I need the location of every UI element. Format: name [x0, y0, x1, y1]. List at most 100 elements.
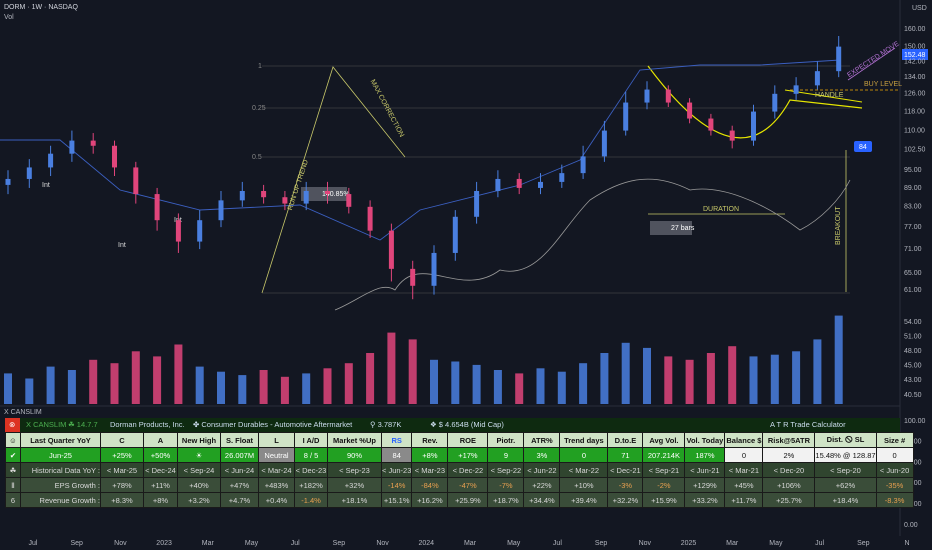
volume-bar — [728, 346, 737, 404]
table-cell: < Dec-22 — [447, 462, 489, 478]
header-cell: New High — [177, 432, 221, 448]
time-tick-label: Nov — [639, 540, 652, 547]
table-cell: < Jun-21 — [684, 462, 726, 478]
annotation: 0.5 — [252, 154, 262, 161]
header-cell: S. Float — [220, 432, 259, 448]
table-cell: +483% — [258, 477, 295, 493]
currency: USD — [912, 5, 927, 12]
table-cell: +16.2% — [411, 492, 449, 508]
table-cell: +10% — [559, 477, 609, 493]
table-cell: 8 / 5 — [294, 447, 328, 463]
table-cell: < Jun-22 — [523, 462, 561, 478]
title-item: X CANSLIM — [26, 420, 66, 429]
osc-tick-label: 100.00 — [904, 418, 926, 425]
candle-body — [5, 178, 11, 185]
header-cell: L — [258, 432, 295, 448]
table-cell: < Mar-24 — [258, 462, 295, 478]
table-cell: +34.4% — [523, 492, 561, 508]
volume-bar — [600, 353, 609, 404]
title-item: ⚲ 3.787K — [370, 420, 401, 429]
table-cell: +50% — [143, 447, 178, 463]
volume-bar — [174, 344, 183, 404]
header-cell: Vol. Today — [684, 432, 726, 448]
candle-body — [154, 194, 160, 221]
table-cell: 207.214K — [642, 447, 686, 463]
table-cell: -2% — [642, 477, 686, 493]
table-cell: +8.3% — [100, 492, 144, 508]
volume-bar — [217, 371, 225, 404]
volume-bar — [430, 359, 438, 404]
price-tick-label: 126.00 — [904, 91, 926, 98]
table-cell: +15.9% — [642, 492, 686, 508]
volume-tick-label: 48.00 — [904, 348, 922, 355]
table-cell: 2% — [762, 447, 816, 463]
candle-body — [388, 230, 394, 269]
volume-tick-label: 43.00 — [904, 377, 922, 384]
table-cell: +18.7% — [487, 492, 525, 508]
volume-bar — [557, 371, 566, 404]
header-cell: Piotr. — [487, 432, 525, 448]
candle-body — [729, 130, 735, 141]
candle-body — [772, 93, 778, 112]
volume-bar — [25, 378, 34, 404]
table-cell: 9 — [487, 447, 525, 463]
table-cell: 6 — [5, 492, 21, 508]
header-cell: C — [100, 432, 144, 448]
annotation: 140.85% — [322, 191, 350, 198]
table-cell: 0 — [559, 447, 609, 463]
volume-bar — [46, 366, 55, 404]
header-cell: Rev. — [411, 432, 449, 448]
volume-bar — [344, 363, 353, 404]
time-tick-label: Sep — [595, 540, 608, 547]
volume-bar — [472, 364, 481, 404]
candle-body — [133, 167, 139, 195]
annotation: 1 — [258, 63, 262, 70]
time-tick-label: May — [507, 540, 521, 547]
annotation: Int — [118, 242, 126, 249]
time-tick-label: Jul — [815, 540, 824, 547]
table-cell: < Sep-23 — [327, 462, 382, 478]
price-tick-label: 110.00 — [904, 127, 925, 134]
volume-bar — [749, 356, 758, 404]
title-item: ⊗ — [9, 420, 15, 429]
header-row: ☺ Last Quarter YoY C A New High S. Float L I A/… — [5, 432, 914, 448]
annotation: 0.25 — [252, 105, 266, 112]
table-cell: +8% — [143, 492, 178, 508]
table-cell: 26.007M — [220, 447, 259, 463]
candle-body — [218, 200, 224, 221]
table-cell: +129% — [684, 477, 726, 493]
volume-bar — [89, 359, 98, 404]
table-cell: EPS Growth : — [20, 477, 101, 493]
volume-bar — [579, 363, 588, 404]
osc-tick-label: 0.00 — [904, 522, 918, 529]
candle-body — [687, 102, 693, 119]
table-cell: +18.4% — [814, 492, 877, 508]
table-cell: +22% — [523, 477, 561, 493]
volume-bar — [366, 353, 375, 404]
table-cell: +15.1% — [380, 492, 413, 508]
time-tick-label: 2023 — [156, 540, 172, 547]
volume-bar — [770, 354, 779, 404]
table-cell: +25.9% — [447, 492, 489, 508]
header-cell: Last Quarter YoY — [20, 432, 101, 448]
candle-body — [346, 194, 352, 207]
header-cell: ATR% — [523, 432, 561, 448]
time-tick-label: May — [245, 540, 259, 547]
data-row: ☘ Historical Data YoY : < Mar-25 < Dec-24 < … — [5, 462, 914, 478]
table-cell: -3% — [607, 477, 644, 493]
table-cell: -35% — [875, 477, 914, 493]
candle-body — [303, 190, 309, 204]
price-tick-label: 118.00 — [904, 108, 925, 115]
title-bar-bg — [5, 418, 900, 432]
annotation: BUY LEVEL — [864, 81, 902, 88]
table-cell: < Mar-23 — [411, 462, 449, 478]
volume-tick-label: 40.50 — [904, 392, 922, 399]
price-tick-label: 77.00 — [904, 224, 922, 231]
candle-body — [751, 111, 756, 141]
time-tick-label: May — [769, 540, 783, 547]
candle-body — [793, 85, 799, 94]
time-tick-label: Jul — [29, 540, 38, 547]
time-tick-label: Jul — [291, 540, 300, 547]
header-cell: Risk@5ATR — [762, 432, 816, 448]
time-tick-label: Sep — [70, 540, 83, 547]
